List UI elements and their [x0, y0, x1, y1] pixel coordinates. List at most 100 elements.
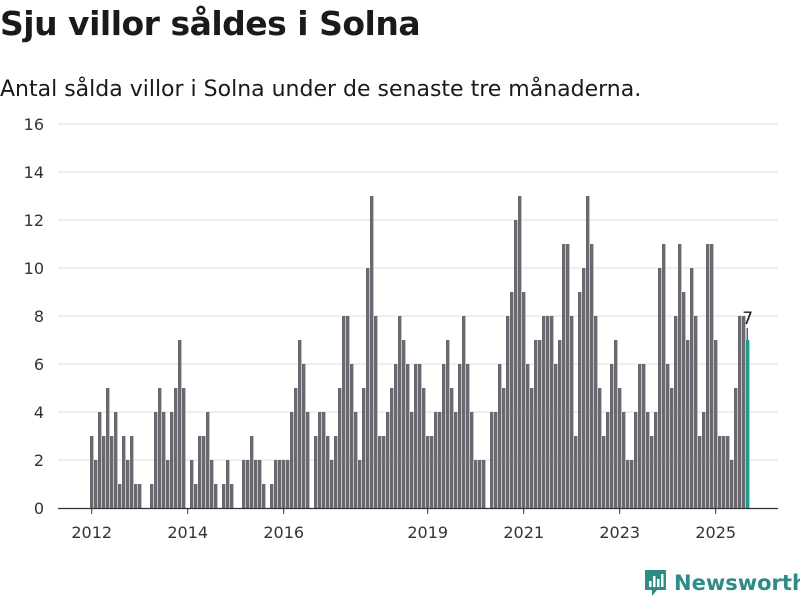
bar [246, 460, 250, 508]
bar [474, 460, 478, 508]
bar [726, 436, 730, 508]
y-axis: 0 2 4 6 8 10 12 14 16 [24, 115, 44, 518]
bar [722, 436, 726, 508]
bar [318, 412, 322, 508]
bar [326, 436, 330, 508]
bar [450, 388, 454, 508]
bar [134, 484, 138, 508]
bar [454, 412, 458, 508]
bar [494, 412, 498, 508]
bar [482, 460, 486, 508]
bar [110, 436, 114, 508]
bar [506, 316, 510, 508]
bar [574, 436, 578, 508]
bar [286, 460, 290, 508]
bar [138, 484, 142, 508]
bar [338, 388, 342, 508]
chart-title: Sju villor såldes i Solna [0, 4, 421, 43]
bar [742, 316, 746, 508]
bar [670, 388, 674, 508]
bar [458, 364, 462, 508]
y-tick-label: 2 [34, 451, 44, 470]
bar [542, 316, 546, 508]
bar [650, 436, 654, 508]
bar [162, 412, 166, 508]
bar [578, 292, 582, 508]
bar-highlight [746, 340, 750, 508]
bar [122, 436, 126, 508]
bar [438, 412, 442, 508]
bar [330, 460, 334, 508]
bar [106, 388, 110, 508]
bar [610, 364, 614, 508]
bar [426, 436, 430, 508]
bar [602, 436, 606, 508]
bar [694, 316, 698, 508]
bar [126, 460, 130, 508]
bar [222, 484, 226, 508]
bar [522, 292, 526, 508]
bar [374, 316, 378, 508]
bar [390, 388, 394, 508]
bar [262, 484, 266, 508]
bar [514, 220, 518, 508]
bar [322, 412, 326, 508]
bar [250, 436, 254, 508]
bar [378, 436, 382, 508]
bar [342, 316, 346, 508]
bar [90, 436, 94, 508]
bar [370, 196, 374, 508]
bar [190, 460, 194, 508]
bar [350, 364, 354, 508]
y-tick-label: 12 [24, 211, 44, 230]
y-tick-label: 10 [24, 259, 44, 278]
bar [706, 244, 710, 508]
bar [282, 460, 286, 508]
bar [298, 340, 302, 508]
x-tick-label: 2014 [167, 523, 208, 542]
y-tick-label: 4 [34, 403, 44, 422]
bar [550, 316, 554, 508]
bar [534, 340, 538, 508]
bar [230, 484, 234, 508]
bar [546, 316, 550, 508]
bar [174, 388, 178, 508]
bar [714, 340, 718, 508]
bar [738, 316, 742, 508]
bar [430, 436, 434, 508]
bar [394, 364, 398, 508]
bar [94, 460, 98, 508]
bar [558, 340, 562, 508]
bar [690, 268, 694, 508]
bar [202, 436, 206, 508]
bar [446, 340, 450, 508]
bar [734, 388, 738, 508]
bar [314, 436, 318, 508]
bar [154, 412, 158, 508]
bar [294, 388, 298, 508]
bar [702, 412, 706, 508]
bar [402, 340, 406, 508]
bar [618, 388, 622, 508]
y-tick-label: 0 [34, 499, 44, 518]
bar [594, 316, 598, 508]
bar [686, 340, 690, 508]
bar [422, 388, 426, 508]
bar [598, 388, 602, 508]
bar [646, 412, 650, 508]
bar [510, 292, 514, 508]
x-tick-label: 2023 [599, 523, 640, 542]
bar [346, 316, 350, 508]
bar [170, 412, 174, 508]
y-tick-label: 8 [34, 307, 44, 326]
bar [414, 364, 418, 508]
bar [530, 388, 534, 508]
chart-subtitle: Antal sålda villor i Solna under de sena… [0, 77, 642, 102]
newsworthy-logo-icon [645, 570, 666, 596]
bar [206, 412, 210, 508]
bar [398, 316, 402, 508]
bar [614, 340, 618, 508]
bar [502, 388, 506, 508]
bar [386, 412, 390, 508]
bar [214, 484, 218, 508]
